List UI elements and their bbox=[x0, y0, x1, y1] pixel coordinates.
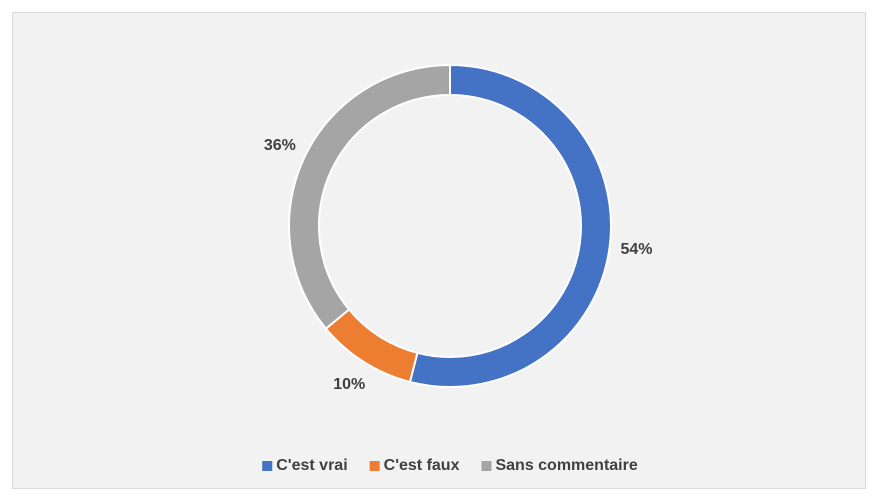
legend-label: C'est vrai bbox=[276, 457, 347, 474]
legend-swatch bbox=[262, 461, 273, 471]
donut-slice bbox=[408, 63, 612, 388]
legend-swatch bbox=[369, 461, 380, 471]
legend-label: Sans commentaire bbox=[495, 457, 637, 474]
donut-slice bbox=[288, 63, 451, 331]
data-label: 36% bbox=[264, 137, 296, 154]
data-label: 54% bbox=[621, 241, 653, 258]
legend-swatch bbox=[481, 461, 492, 471]
data-label: 10% bbox=[333, 376, 365, 393]
legend-label: C'est faux bbox=[384, 457, 460, 474]
